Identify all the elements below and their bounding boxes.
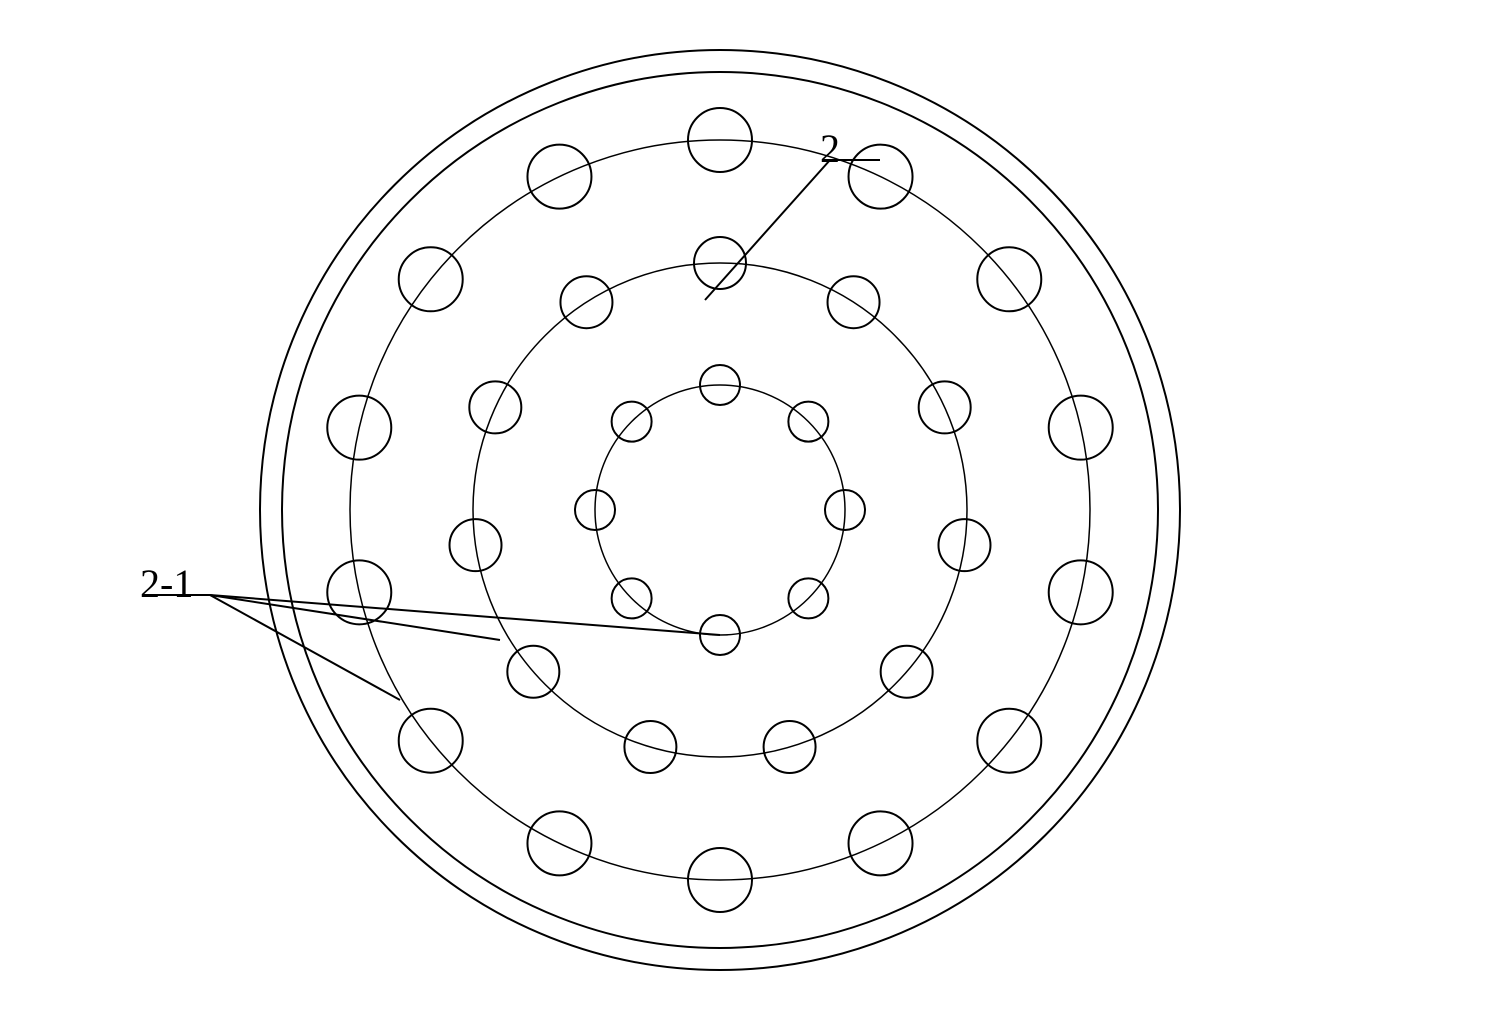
label-2: 2 — [820, 125, 840, 172]
rim-outer — [260, 50, 1180, 970]
diagram-svg — [0, 0, 1512, 1024]
rim-inner — [282, 72, 1158, 948]
guide-circle-0 — [350, 140, 1090, 880]
leader-21-seg-1 — [210, 595, 500, 640]
guide-circle-2 — [595, 385, 845, 635]
leader-2-seg-0 — [705, 160, 830, 300]
label-2-1: 2-1 — [140, 560, 193, 607]
guide-circle-1 — [473, 263, 967, 757]
